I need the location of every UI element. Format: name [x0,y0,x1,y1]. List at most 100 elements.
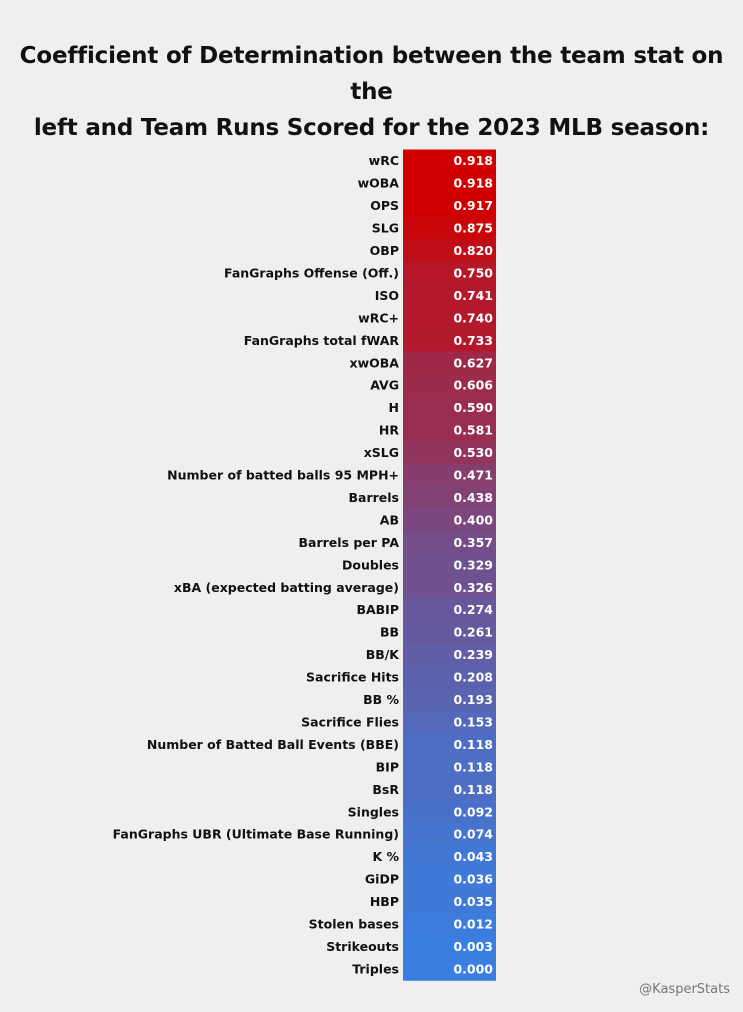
heatmap-cell [403,261,496,285]
heatmap-cell [403,216,496,240]
heatmap-cell [403,553,496,577]
value-label: 0.875 [453,221,493,236]
heatmap-cell [403,598,496,622]
watermark: @KasperStats [639,982,730,997]
value-label: 0.606 [453,378,493,393]
row-label: SLG [372,221,399,236]
value-label: 0.750 [453,265,493,280]
row-label: FanGraphs Offense (Off.) [224,265,399,280]
heatmap-cell [403,508,496,532]
heatmap-cell [403,306,496,330]
row-label: Barrels per PA [299,535,400,550]
row-label: BB/K [366,647,401,662]
row-label: wRC [369,153,399,168]
row-label: xwOBA [350,355,400,370]
value-label: 0.012 [453,917,493,932]
row-label: K % [372,849,399,864]
value-label: 0.208 [453,670,493,685]
row-label: BB % [363,692,399,707]
value-label: 0.118 [453,782,493,797]
heatmap-cell [403,351,496,375]
value-label: 0.740 [453,310,493,325]
value-label: 0.471 [453,468,493,483]
heatmap-cell [403,845,496,869]
value-label: 0.239 [453,647,493,662]
heatmap-cell [403,778,496,802]
heatmap-cell [403,957,496,981]
row-label: Number of batted balls 95 MPH+ [167,468,399,483]
row-label: Sacrifice Hits [306,670,399,685]
heatmap-cell [403,374,496,398]
heatmap-cell [403,441,496,465]
value-label: 0.043 [453,849,493,864]
row-label: xBA (expected batting average) [174,580,399,595]
heatmap-cell [403,486,496,510]
value-label: 0.357 [453,535,493,550]
value-label: 0.000 [453,961,493,976]
row-label: Stolen bases [309,917,399,932]
heatmap-cell [403,688,496,712]
value-label: 0.261 [453,625,493,640]
value-label: 0.193 [453,692,493,707]
heatmap-cell [403,531,496,555]
row-label: Sacrifice Flies [301,714,399,729]
value-label: 0.733 [453,333,493,348]
row-label: wOBA [358,176,400,191]
value-label: 0.036 [453,872,493,887]
chart-title-line-1: Coefficient of Determination between the… [19,43,724,105]
heatmap-cell [403,935,496,959]
value-label: 0.329 [453,557,493,572]
value-label: 0.035 [453,894,493,909]
value-label: 0.153 [453,714,493,729]
heatmap-cell [403,329,496,353]
value-label: 0.918 [453,153,493,168]
row-label: BABIP [356,602,399,617]
value-label: 0.820 [453,243,493,258]
row-label: GiDP [365,872,399,887]
heatmap-cell [403,890,496,914]
heatmap-cell [403,418,496,442]
value-label: 0.530 [453,445,493,460]
value-label: 0.092 [453,804,493,819]
heatmap-cells [403,149,496,981]
row-label: FanGraphs total fWAR [244,333,400,348]
heatmap-cell [403,576,496,600]
row-label: HBP [370,894,399,909]
heatmap-cell [403,239,496,263]
heatmap-cell [403,171,496,195]
heatmap-cell [403,396,496,420]
heatmap-cell [403,643,496,667]
heatmap-cell [403,800,496,824]
chart-title-line-2: left and Team Runs Scored for the 2023 M… [33,115,710,141]
value-label: 0.003 [453,939,493,954]
value-label: 0.118 [453,759,493,774]
value-label: 0.400 [453,512,493,527]
heatmap-cell [403,867,496,891]
value-label: 0.326 [453,580,493,595]
heatmap-cell [403,912,496,936]
row-label: wRC+ [358,310,399,325]
value-label: 0.741 [453,288,493,303]
row-label: OBP [370,243,399,258]
heatmap-cell [403,755,496,779]
row-label: BB [380,625,399,640]
row-label: Singles [348,804,399,819]
row-label: FanGraphs UBR (Ultimate Base Running) [113,827,399,842]
row-label: Number of Batted Ball Events (BBE) [147,737,399,752]
row-label: H [389,400,399,415]
value-label: 0.581 [453,423,493,438]
value-label: 0.590 [453,400,493,415]
row-label: BIP [376,759,399,774]
row-label: BsR [372,782,399,797]
value-label: 0.627 [453,355,493,370]
heatmap-cell [403,665,496,689]
heatmap-cell [403,463,496,487]
heatmap-cell [403,733,496,757]
chart-title: Coefficient of Determination between the… [0,38,743,146]
row-label: Barrels [349,490,400,505]
row-label: HR [379,423,399,438]
row-label: ISO [375,288,399,303]
row-label: OPS [370,198,399,213]
row-label: xSLG [364,445,399,460]
